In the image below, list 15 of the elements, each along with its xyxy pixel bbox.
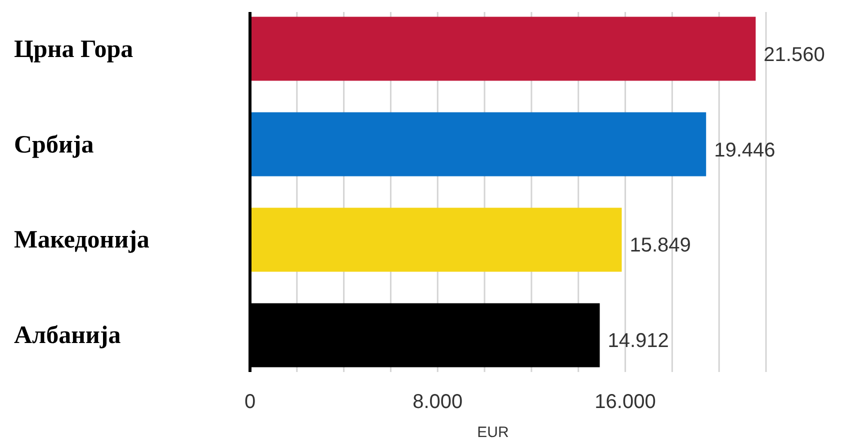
bar xyxy=(250,112,706,176)
y-tick-label: Србија xyxy=(14,131,94,158)
y-tick-label: Црна Гора xyxy=(14,36,134,63)
data-label: 14.912 xyxy=(608,330,669,352)
y-tick-label: Албанија xyxy=(14,322,122,350)
data-label: 15.849 xyxy=(630,234,691,257)
x-tick-label: 0 xyxy=(244,391,256,413)
bar xyxy=(250,16,756,81)
y-tick-label: Македонија xyxy=(14,226,150,254)
bar xyxy=(250,208,622,272)
data-label: 21.560 xyxy=(764,44,825,66)
x-tick-label: 16.000 xyxy=(594,391,656,413)
x-tick-label: 8.000 xyxy=(412,391,463,413)
x-axis-title: EUR xyxy=(477,424,509,441)
data-label: 19.446 xyxy=(714,139,776,162)
